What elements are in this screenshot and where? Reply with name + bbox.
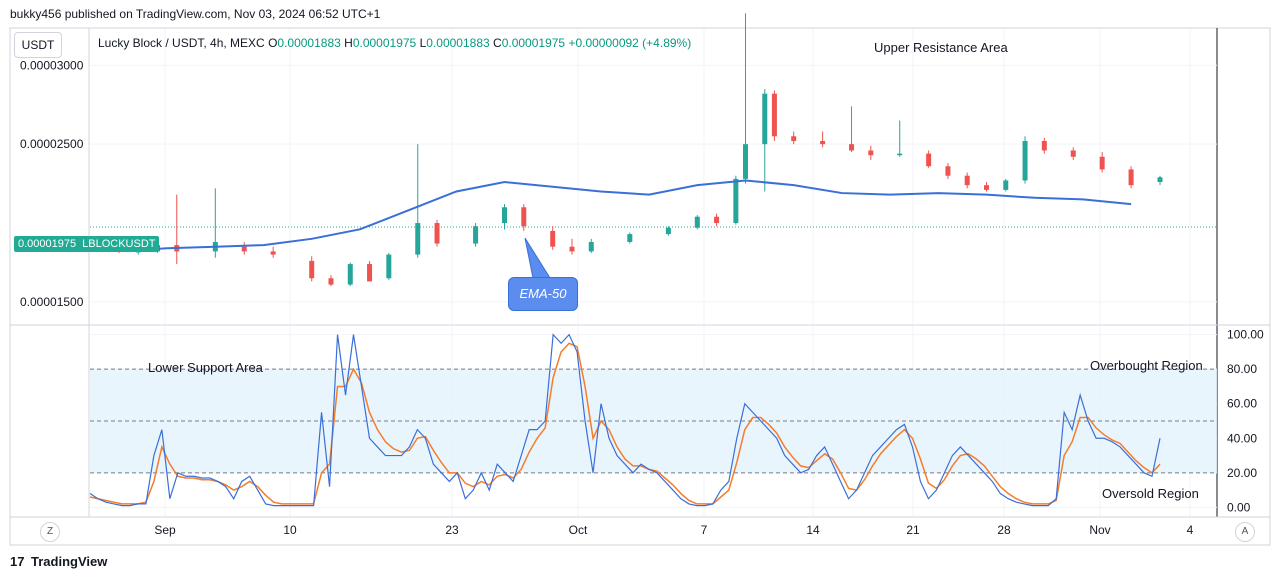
close-label: C	[493, 36, 502, 50]
candle-body	[270, 251, 276, 255]
candle-body	[367, 264, 373, 282]
price-tick-label: 0.00002500	[20, 137, 84, 151]
time-tick-label: 21	[906, 523, 920, 537]
ema-50-callout: EMA-50	[508, 277, 578, 311]
candle-body	[665, 227, 671, 235]
candle-body	[473, 226, 479, 244]
time-tick-label: Oct	[569, 523, 588, 537]
overbought-label: Overbought Region	[1090, 358, 1203, 373]
candle-body	[897, 153, 903, 156]
candle-body	[1003, 180, 1009, 190]
high-label: H	[344, 36, 353, 50]
candle-body	[1022, 141, 1028, 181]
oscillator-tick-label: 60.00	[1227, 397, 1257, 411]
candle-body	[694, 216, 700, 228]
time-tick-label: 7	[701, 523, 708, 537]
oversold-label: Oversold Region	[1102, 486, 1199, 501]
stochastic-d-line	[89, 342, 1161, 505]
candle-body	[1128, 169, 1134, 186]
tradingview-logo-icon: 17	[10, 554, 25, 569]
high-value: 0.00001975	[352, 36, 417, 50]
time-tick-label: Nov	[1089, 523, 1110, 537]
low-value: 0.00001883	[426, 36, 490, 50]
candle-body	[386, 254, 392, 279]
candle-body	[849, 144, 855, 151]
candle-body	[434, 223, 440, 244]
oscillator-tick-label: 100.00	[1227, 328, 1264, 342]
price-tick-label: 0.00001500	[20, 295, 84, 309]
time-tick-label: Sep	[154, 523, 176, 537]
candle-body	[791, 136, 797, 142]
symbol-title: Lucky Block / USDT, 4h, MEXC	[98, 36, 265, 50]
change-value: +0.00000092 (+4.89%)	[568, 36, 692, 50]
oscillator-tick-label: 80.00	[1227, 362, 1257, 376]
currency-button[interactable]: USDT	[14, 32, 62, 58]
candle-body	[983, 185, 989, 190]
candle-body	[926, 153, 932, 167]
price-axis-labels: 0.00003000 0.00002500 0.00001500	[20, 58, 84, 309]
ema-50-line	[89, 179, 1132, 252]
candle-body	[945, 166, 951, 176]
ohlc-legend: Lucky Block / USDT, 4h, MEXC O0.00001883…	[98, 36, 691, 50]
oscillator-tick-label: 0.00	[1227, 500, 1251, 514]
published-header: bukky456 published on TradingView.com, N…	[10, 7, 381, 21]
open-label: O	[268, 36, 278, 50]
chart-frame	[9, 27, 1271, 546]
candle-body	[347, 264, 353, 285]
stochastic-k-line	[89, 333, 1161, 507]
candle-body	[1099, 156, 1105, 170]
close-value: 0.00001975	[501, 36, 566, 50]
current-price-symbol: LBLOCKUSDT	[82, 238, 156, 250]
candle-body	[328, 278, 334, 285]
time-tick-label: 10	[283, 523, 297, 537]
upper-resistance-label: Upper Resistance Area	[874, 40, 1008, 55]
candle-body	[569, 246, 575, 252]
tradingview-brand: TradingView	[31, 554, 108, 569]
candlestick-series	[87, 13, 1163, 287]
candle-body	[550, 230, 556, 247]
candle-body	[742, 144, 748, 179]
candle-body	[521, 207, 527, 227]
candle-body	[714, 216, 720, 224]
candle-body	[733, 178, 739, 224]
time-tick-label: 23	[445, 523, 459, 537]
lower-support-label: Lower Support Area	[148, 360, 263, 375]
candle-body	[771, 93, 777, 137]
current-price-tag: 0.00001975 LBLOCKUSDT	[14, 236, 160, 252]
candle-body	[964, 175, 970, 186]
candle-body	[502, 207, 508, 224]
stochastic-levels	[90, 368, 1217, 474]
time-axis-labels: Sep 10 23 Oct 7 14 21 28 Nov 4	[154, 523, 1193, 537]
candle-body	[627, 234, 633, 242]
current-price-value: 0.00001975	[18, 238, 77, 250]
oscillator-tick-label: 20.00	[1227, 466, 1257, 480]
zoom-button[interactable]: Z	[40, 522, 60, 542]
ema-callout-pointer	[524, 237, 551, 279]
tradingview-footer: 17 TradingView	[10, 554, 107, 569]
time-tick-label: 14	[806, 523, 820, 537]
time-tick-label: 28	[997, 523, 1011, 537]
oscillator-tick-label: 40.00	[1227, 431, 1257, 445]
auto-scale-button[interactable]: A	[1235, 522, 1255, 542]
open-value: 0.00001883	[277, 36, 341, 50]
candle-body	[868, 150, 874, 156]
candle-body	[1070, 150, 1076, 157]
price-tick-label: 0.00003000	[20, 58, 84, 72]
time-tick-label: 4	[1187, 523, 1194, 537]
candle-body	[309, 260, 315, 279]
candle-body	[1157, 177, 1163, 183]
low-label: L	[419, 36, 427, 50]
candle-body	[588, 241, 594, 252]
candle-body	[762, 93, 768, 145]
candle-body	[1041, 141, 1047, 151]
candle-body	[820, 141, 826, 145]
oscillator-axis-labels: 100.00 80.00 60.00 40.00 20.00 0.00	[1227, 328, 1264, 515]
candle-body	[241, 246, 247, 252]
candle-body	[415, 223, 421, 255]
